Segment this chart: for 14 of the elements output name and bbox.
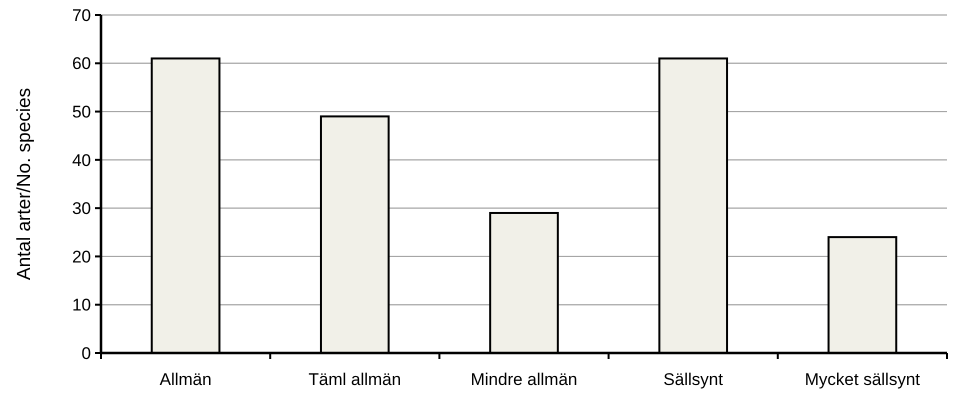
x-tick-label: Allmän [160, 370, 212, 389]
y-axis-title: Antal arter/No. species [14, 88, 35, 280]
y-tick-label: 20 [72, 247, 91, 266]
x-tick-label: Mycket sällsynt [804, 370, 920, 389]
y-tick-label: 70 [72, 6, 91, 25]
y-tick-label: 10 [72, 296, 91, 315]
y-tick-label: 40 [72, 150, 91, 170]
y-tick-label: 30 [72, 199, 91, 218]
y-tick-label: 60 [72, 54, 91, 74]
x-tick-label: Sällsynt [663, 370, 724, 389]
x-tick-label: Mindre allmän [470, 370, 578, 389]
y-tick-label: 0 [82, 344, 91, 363]
y-tick-label: 50 [72, 102, 91, 122]
x-tick-label: Täml allmän [308, 370, 402, 389]
